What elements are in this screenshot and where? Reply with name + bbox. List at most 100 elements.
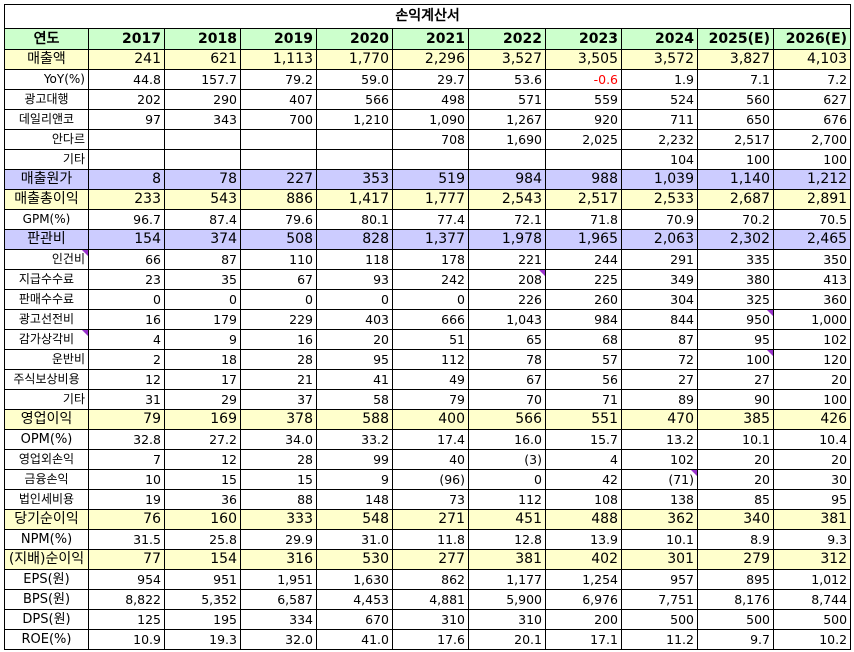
table-cell: 548 xyxy=(316,509,393,530)
table-cell: 102 xyxy=(772,329,852,350)
table-cell: 17.1 xyxy=(545,629,622,650)
table-cell: 2,517 xyxy=(545,189,622,210)
table-cell xyxy=(468,149,546,170)
table-cell: 112 xyxy=(468,489,546,510)
table-cell: 65 xyxy=(468,329,546,350)
row-label: 영업이익 xyxy=(4,409,89,430)
table-cell: 36 xyxy=(164,489,241,510)
table-cell: 10.2 xyxy=(772,629,852,650)
table-cell: 886 xyxy=(240,189,317,210)
table-cell: 169 xyxy=(164,409,241,430)
row-label: 광고선전비 xyxy=(4,309,89,330)
table-cell: 1,140 xyxy=(697,169,774,190)
table-row: ROE(%) 10.9 19.3 32.0 41.0 17.6 20.1 17.1 11.2 9.… xyxy=(4,629,852,650)
table-cell: 227 xyxy=(240,169,317,190)
table-cell: 3,827 xyxy=(697,49,774,70)
table-cell: 241 xyxy=(88,49,165,70)
table-cell: 500 xyxy=(621,609,698,630)
table-cell: 87.4 xyxy=(164,209,241,230)
table-cell: 93 xyxy=(316,269,393,290)
table-cell: 15 xyxy=(164,469,241,490)
table-cell: 290 xyxy=(164,89,241,110)
row-label: 판관비 xyxy=(4,229,89,250)
table-cell: 59.0 xyxy=(316,69,393,90)
table-cell: 400 xyxy=(392,409,469,430)
table-cell: 71.8 xyxy=(545,209,622,230)
table-cell: 5,352 xyxy=(164,589,241,610)
table-row: 광고대행 202 290 407 566 498 571 559 524 560 627 xyxy=(4,89,852,110)
table-cell: 8 xyxy=(88,169,165,190)
table-cell: 88 xyxy=(240,489,317,510)
table-cell: 1,267 xyxy=(468,109,546,130)
table-cell: 566 xyxy=(468,409,546,430)
table-cell: 407 xyxy=(240,89,317,110)
table-cell: 402 xyxy=(545,549,622,570)
table-cell: 8,176 xyxy=(697,589,774,610)
table-cell: 35 xyxy=(164,269,241,290)
table-cell: 954 xyxy=(88,569,165,590)
table-cell: 148 xyxy=(316,489,393,510)
table-cell: 20.1 xyxy=(468,629,546,650)
table-row: (지배)순이익 77 154 316 530 277 381 402 301 279 312 xyxy=(4,549,852,570)
table-cell: 2,302 xyxy=(697,229,774,250)
table-cell: 470 xyxy=(621,409,698,430)
table-cell: 79.6 xyxy=(240,209,317,230)
table-cell: 0 xyxy=(316,289,393,310)
table-row: BPS(원) 8,822 5,352 6,587 4,453 4,881 5,900 6,97… xyxy=(4,589,852,610)
table-cell: 17 xyxy=(164,369,241,390)
table-cell: 3,572 xyxy=(621,49,698,70)
table-cell: 343 xyxy=(164,109,241,130)
table-cell: 108 xyxy=(545,489,622,510)
table-cell: 16 xyxy=(88,309,165,330)
table-row: 데일리앤코 97 343 700 1,210 1,090 1,267 920 711 650 676 xyxy=(4,109,852,130)
table-cell: 7.2 xyxy=(772,69,852,90)
row-label: 매출총이익 xyxy=(4,189,89,210)
row-label: 주식보상비용 xyxy=(4,369,89,390)
table-cell: 951 xyxy=(164,569,241,590)
table-cell: 30 xyxy=(772,469,852,490)
table-cell: 27 xyxy=(697,369,774,390)
table-cell: 77.4 xyxy=(392,209,469,230)
header-year: 2026(E) xyxy=(772,28,852,50)
table-row: 인건비 66 87 110 118 178 221 244 291 335 350 xyxy=(4,249,852,270)
table-cell: 524 xyxy=(621,89,698,110)
table-cell: 8.9 xyxy=(697,529,774,550)
table-cell: 29.9 xyxy=(240,529,317,550)
table-cell: 12 xyxy=(88,369,165,390)
table-cell: 2,025 xyxy=(545,129,622,150)
table-cell: 178 xyxy=(392,249,469,270)
row-label: EPS(원) xyxy=(4,569,89,590)
table-cell: 350 xyxy=(772,249,852,270)
table-cell: 95 xyxy=(697,329,774,350)
row-label: NPM(%) xyxy=(4,529,89,550)
table-cell: 27.2 xyxy=(164,429,241,450)
table-cell: 1,012 xyxy=(772,569,852,590)
table-cell: 4,881 xyxy=(392,589,469,610)
row-label: 지급수수료 xyxy=(4,269,89,290)
table-cell: 70 xyxy=(468,389,546,410)
table-cell: 79 xyxy=(392,389,469,410)
table-cell: 1,039 xyxy=(621,169,698,190)
table-cell: 10.9 xyxy=(88,629,165,650)
table-cell: 10.1 xyxy=(621,529,698,550)
table-cell: 4,103 xyxy=(772,49,852,70)
table-cell: 76 xyxy=(88,509,165,530)
table-cell: 360 xyxy=(772,289,852,310)
table-cell: (71) xyxy=(621,469,698,490)
table-cell: 56 xyxy=(545,369,622,390)
row-label: 데일리앤코 xyxy=(4,109,89,130)
table-cell: 57 xyxy=(545,349,622,370)
header-year: 2019 xyxy=(240,28,317,50)
table-cell: 208 xyxy=(468,269,546,290)
table-cell: 588 xyxy=(316,409,393,430)
income-statement-table: 손익계산서 연도 2017 2018 2019 2020 2021 2022 2023 202… xyxy=(3,4,852,650)
table-cell: 15 xyxy=(240,469,317,490)
table-cell: 0 xyxy=(88,289,165,310)
table-cell: 1,210 xyxy=(316,109,393,130)
table-row: 영업이익 79 169 378 588 400 566 551 470 385 426 xyxy=(4,409,852,430)
table-cell: 1,777 xyxy=(392,189,469,210)
table-row: NPM(%) 31.5 25.8 29.9 31.0 11.8 12.8 13.9 10.1 8.… xyxy=(4,529,852,550)
row-label: OPM(%) xyxy=(4,429,89,450)
table-row: 안다르 708 1,690 2,025 2,232 2,517 2,700 xyxy=(4,129,852,150)
table-cell: 5,900 xyxy=(468,589,546,610)
